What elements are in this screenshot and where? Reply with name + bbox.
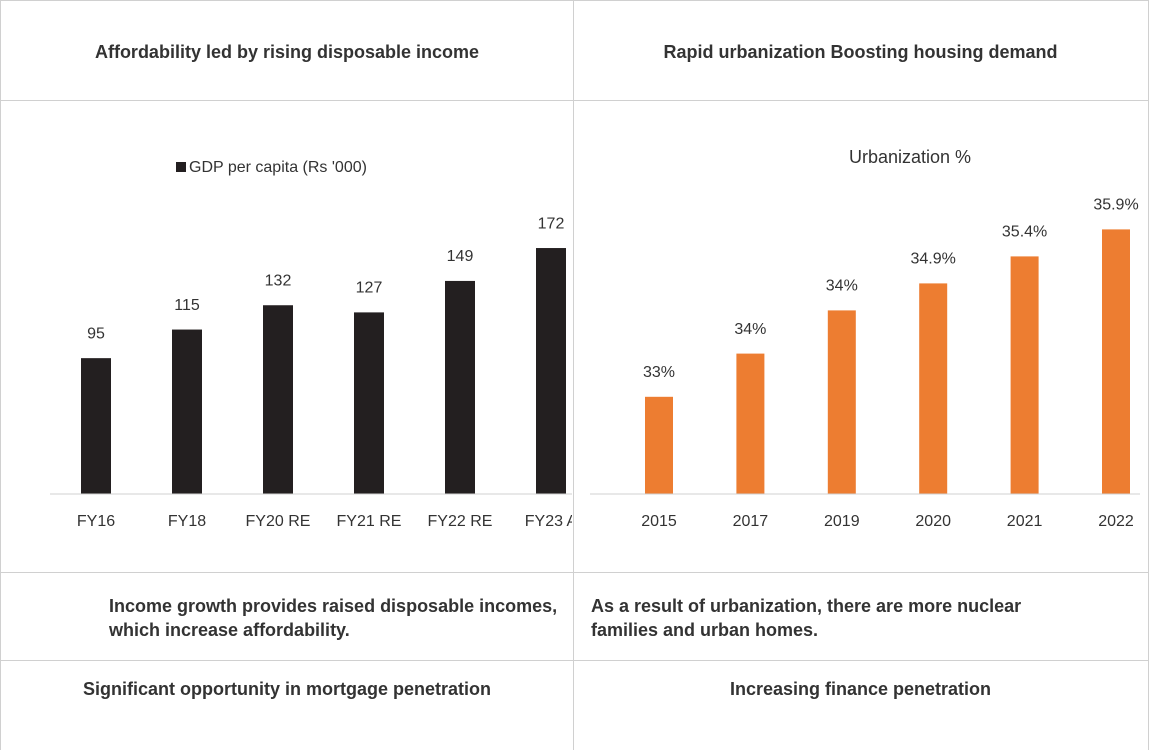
footer-text: Significant opportunity in mortgage pene…: [83, 679, 491, 699]
data-label: 132: [265, 272, 292, 289]
bar: [172, 329, 202, 494]
data-label: 35.9%: [1093, 197, 1138, 214]
header-text: Affordability led by rising disposable i…: [94, 42, 480, 62]
bar: [827, 310, 856, 494]
bar: [263, 305, 293, 494]
bar: [354, 312, 384, 494]
bar: [81, 358, 111, 494]
data-label: 149: [447, 248, 474, 265]
bar: [445, 280, 475, 494]
x-tick-label: 2021: [1007, 513, 1043, 530]
header-cell: Affordability led by rising disposable i…: [0, 0, 574, 101]
chart-urbanization: Urbanization % 33% 2015 34% 2017 34% 2019 34.9%…: [590, 147, 1140, 530]
x-tick-label: 2017: [733, 513, 769, 530]
data-label: 115: [174, 297, 200, 314]
note-cell: As a result of urbanization, there are m…: [573, 572, 1149, 661]
data-label: 172: [538, 215, 565, 232]
bar: [736, 353, 765, 494]
note-cell: Income growth provides raised disposable…: [0, 572, 574, 661]
footer-cell: Significant opportunity in mortgage pene…: [0, 660, 574, 750]
legend-label: GDP per capita (Rs '000): [189, 159, 367, 176]
data-label: 34.9%: [911, 251, 956, 268]
x-tick-label: 2022: [1098, 513, 1134, 530]
note-text: Income growth provides raised disposable…: [109, 596, 558, 640]
x-tick-label: FY20 RE: [246, 513, 311, 530]
x-tick-label: 2020: [915, 513, 951, 530]
data-label: 95: [87, 325, 105, 342]
bar: [1102, 229, 1130, 494]
bar: [1010, 256, 1039, 494]
chart-title: Urbanization %: [849, 147, 971, 167]
data-label: 35.4%: [1002, 224, 1047, 241]
data-label: 33%: [643, 364, 675, 381]
x-tick-label: FY16: [77, 513, 115, 530]
legend-swatch: [176, 162, 186, 172]
data-label: 34%: [826, 278, 858, 295]
data-label: 34%: [734, 321, 766, 338]
header-text: Rapid urbanization Boosting housing dema…: [663, 42, 1058, 62]
bar: [919, 283, 948, 494]
x-tick-label: 2019: [824, 513, 860, 530]
note-text: As a result of urbanization, there are m…: [591, 596, 1022, 640]
footer-text: Increasing finance penetration: [729, 679, 992, 699]
bar: [645, 396, 673, 494]
x-tick-label: FY18: [168, 513, 206, 530]
x-tick-label: FY21 RE: [337, 513, 402, 530]
chart-gdp: GDP per capita (Rs '000) 95 FY16 115 FY18 132…: [50, 159, 578, 530]
bar: [536, 248, 566, 494]
x-tick-label: FY23 A: [525, 513, 578, 530]
x-tick-label: FY22 RE: [428, 513, 493, 530]
data-label: 127: [356, 280, 383, 297]
chart-cell: [0, 100, 574, 573]
x-tick-label: 2015: [641, 513, 677, 530]
